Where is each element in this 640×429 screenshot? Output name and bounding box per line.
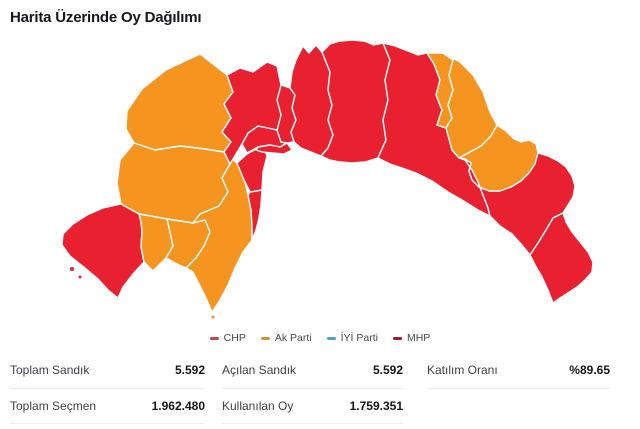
stats-row: Toplam Seçmen 1.962.480 Kullanılan Oy 1.759…	[10, 389, 620, 424]
stat-cell: Açılan Sandık 5.592	[222, 352, 403, 389]
stat-label: Kullanılan Oy	[222, 399, 294, 413]
map-district-d20[interactable]	[529, 212, 594, 304]
stats-row: Toplam Sandık 5.592 Açılan Sandık 5.592 Katı…	[10, 352, 620, 389]
legend-dash-icon	[209, 336, 219, 340]
page-title: Harita Üzerinde Oy Dağılımı	[10, 9, 202, 26]
legend-label: Ak Parti	[274, 332, 312, 344]
legend-label: CHP	[223, 332, 246, 344]
stat-label: Açılan Sandık	[222, 363, 297, 377]
legend-label: MHP	[406, 332, 431, 344]
map-island	[78, 275, 82, 279]
stat-value: 5.592	[174, 363, 205, 377]
stat-label: Katılım Oranı	[427, 363, 498, 377]
stat-value: 1.759.351	[349, 399, 403, 413]
map-legend: CHP Ak Parti İYİ Parti MHP	[0, 330, 640, 346]
map-district-d07[interactable]	[247, 189, 263, 241]
map-district-d14[interactable]	[320, 39, 391, 164]
map-district-d19[interactable]	[464, 152, 576, 256]
stat-value: %89.65	[569, 363, 610, 377]
stat-label: Toplam Seçmen	[10, 399, 97, 413]
stat-cell: Kullanılan Oy 1.759.351	[222, 389, 403, 424]
stat-label: Toplam Sandık	[10, 363, 90, 377]
map-district-d12[interactable]	[221, 61, 282, 165]
stat-value: 5.592	[372, 363, 403, 377]
stat-cell: Katılım Oranı %89.65	[427, 352, 610, 389]
legend-label: İYİ Parti	[340, 332, 378, 344]
legend-item: CHP	[209, 332, 246, 344]
legend-item: İYİ Parti	[326, 332, 378, 344]
stat-cell-empty	[427, 389, 610, 423]
map-district-d03[interactable]	[61, 203, 145, 299]
map-district-d08[interactable]	[236, 147, 268, 193]
map-district-d10[interactable]	[255, 142, 293, 155]
legend-dash-icon	[260, 336, 270, 340]
map-island	[211, 315, 215, 319]
map-district-d01[interactable]	[125, 53, 234, 153]
stat-cell: Toplam Seçmen 1.962.480	[10, 389, 205, 424]
stats-table: Toplam Sandık 5.592 Açılan Sandık 5.592 Katı…	[10, 352, 620, 424]
stat-value: 1.962.480	[151, 399, 205, 413]
map-island	[70, 267, 74, 271]
legend-item: MHP	[392, 332, 431, 344]
legend-dash-icon	[326, 336, 336, 340]
legend-dash-icon	[392, 336, 402, 340]
legend-item: Ak Parti	[260, 332, 312, 344]
stat-cell: Toplam Sandık 5.592	[10, 352, 205, 389]
